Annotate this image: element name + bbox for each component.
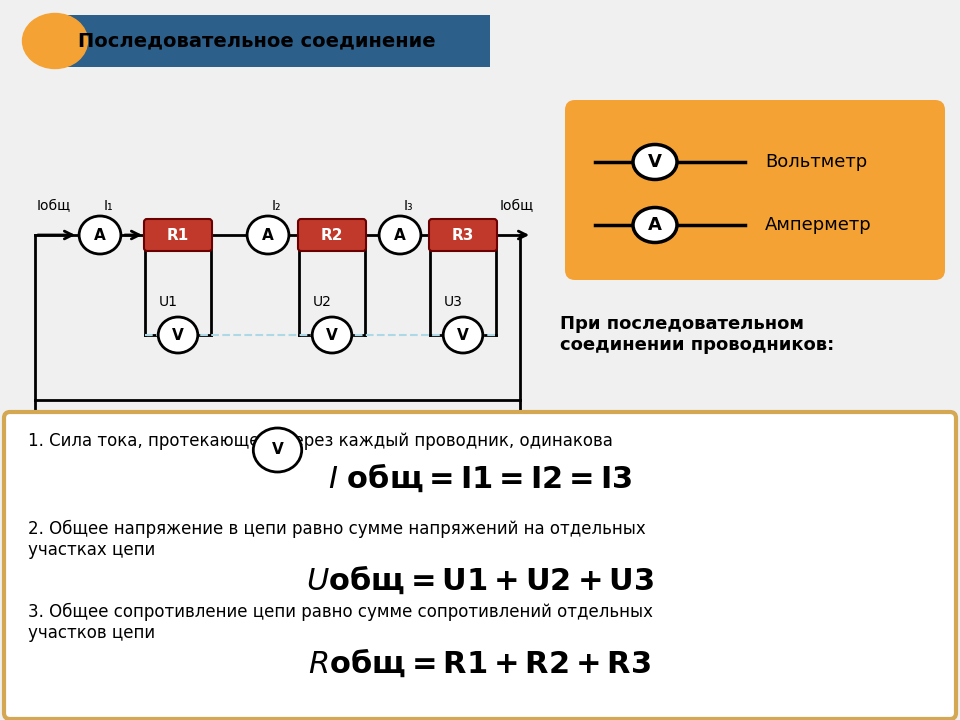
- FancyBboxPatch shape: [144, 219, 212, 251]
- Text: V: V: [272, 443, 283, 457]
- Ellipse shape: [79, 216, 121, 254]
- Ellipse shape: [312, 317, 351, 353]
- Ellipse shape: [444, 317, 483, 353]
- Text: $\mathit{I}\ \mathbf{общ = I1 = I2 = I3}$: $\mathit{I}\ \mathbf{общ = I1 = I2 = I3}…: [327, 462, 633, 495]
- Text: A: A: [395, 228, 406, 243]
- Text: 3. Общее сопротивление цепи равно сумме сопротивлений отдельных
участков цепи: 3. Общее сопротивление цепи равно сумме …: [28, 603, 653, 642]
- Ellipse shape: [22, 14, 87, 68]
- Text: 1. Сила тока, протекающего через каждый проводник, одинакова: 1. Сила тока, протекающего через каждый …: [28, 432, 612, 450]
- Ellipse shape: [247, 216, 289, 254]
- Text: V: V: [172, 328, 184, 343]
- Text: A: A: [262, 228, 274, 243]
- Ellipse shape: [633, 207, 677, 243]
- Text: U2: U2: [313, 295, 331, 309]
- FancyBboxPatch shape: [429, 219, 497, 251]
- Text: $\mathit{U}\mathbf{общ = U1 + U2+ U3}$: $\mathit{U}\mathbf{общ = U1 + U2+ U3}$: [306, 564, 654, 596]
- FancyBboxPatch shape: [4, 412, 956, 719]
- Text: R2: R2: [321, 228, 344, 243]
- FancyBboxPatch shape: [298, 219, 366, 251]
- Text: Iобщ: Iобщ: [500, 199, 534, 213]
- Text: R1: R1: [167, 228, 189, 243]
- FancyBboxPatch shape: [565, 100, 945, 280]
- Text: $\mathit{R}\mathbf{общ = R1 + R2+ R3}$: $\mathit{R}\mathbf{общ = R1 + R2+ R3}$: [308, 647, 652, 680]
- Text: A: A: [648, 216, 662, 234]
- Text: I₃: I₃: [404, 199, 414, 213]
- Text: I₁: I₁: [104, 199, 113, 213]
- Text: При последовательном
соединении проводников:: При последовательном соединении проводни…: [560, 315, 834, 354]
- Text: Последовательное соединение: Последовательное соединение: [78, 32, 436, 50]
- Text: Вольтметр: Вольтметр: [765, 153, 867, 171]
- Text: I₂: I₂: [272, 199, 281, 213]
- Text: U1: U1: [158, 295, 178, 309]
- Text: Iобщ: Iобщ: [37, 199, 71, 213]
- Text: V: V: [648, 153, 662, 171]
- Text: U3: U3: [444, 295, 463, 309]
- Ellipse shape: [633, 145, 677, 179]
- Text: V: V: [457, 328, 468, 343]
- Ellipse shape: [253, 428, 301, 472]
- Text: R3: R3: [452, 228, 474, 243]
- Text: Амперметр: Амперметр: [765, 216, 872, 234]
- Text: 2. Общее напряжение в цепи равно сумме напряжений на отдельных
участках цепи: 2. Общее напряжение в цепи равно сумме н…: [28, 520, 646, 559]
- FancyBboxPatch shape: [60, 15, 490, 67]
- Text: Uобщ: Uобщ: [255, 482, 300, 497]
- Text: V: V: [326, 328, 338, 343]
- Text: A: A: [94, 228, 106, 243]
- Ellipse shape: [379, 216, 420, 254]
- Ellipse shape: [158, 317, 198, 353]
